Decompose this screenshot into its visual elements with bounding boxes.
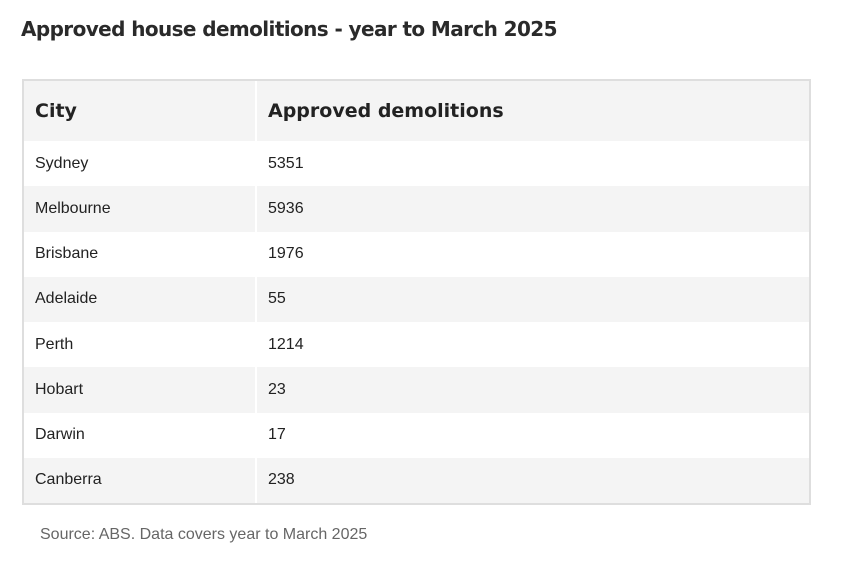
city-cell: Darwin (24, 412, 257, 458)
demolitions-cell: 23 (268, 380, 286, 398)
demolitions-cell: 238 (268, 471, 295, 489)
table-body: Sydney 5351 Melbourne 5936 Brisbane 1976… (24, 141, 809, 503)
city-cell: Melbourne (24, 186, 257, 232)
column-header-approved-demolitions: Approved demolitions (268, 100, 504, 122)
demolitions-cell: 5936 (268, 199, 304, 217)
demolitions-cell: 1976 (268, 245, 304, 263)
table-row: Darwin 17 (24, 412, 809, 458)
table-header-row: City Approved demolitions (24, 81, 809, 141)
city-cell: Adelaide (24, 276, 257, 322)
chart-title: Approved house demolitions - year to Mar… (21, 17, 558, 41)
city-cell: Brisbane (24, 231, 257, 277)
demolitions-cell: 1214 (268, 335, 304, 353)
source-note: Source: ABS. Data covers year to March 2… (40, 526, 368, 543)
demolitions-cell: 17 (268, 426, 286, 444)
table-row: Adelaide 55 (24, 276, 809, 322)
city-cell: Hobart (24, 367, 257, 413)
demolitions-cell: 5351 (268, 154, 304, 172)
table-row: Melbourne 5936 (24, 186, 809, 232)
city-cell: Canberra (24, 457, 257, 503)
table-row: Brisbane 1976 (24, 231, 809, 277)
demolitions-cell: 55 (268, 290, 286, 308)
table-row: Canberra 238 (24, 457, 809, 503)
table-row: Perth 1214 (24, 322, 809, 368)
table-row: Hobart 23 (24, 367, 809, 413)
column-header-city: City (24, 81, 257, 141)
city-cell: Perth (24, 322, 257, 368)
table-row: Sydney 5351 (24, 141, 809, 187)
data-table: City Approved demolitions Sydney 5351 Me… (24, 81, 809, 503)
city-cell: Sydney (24, 141, 257, 187)
data-table-container: City Approved demolitions Sydney 5351 Me… (22, 79, 811, 505)
